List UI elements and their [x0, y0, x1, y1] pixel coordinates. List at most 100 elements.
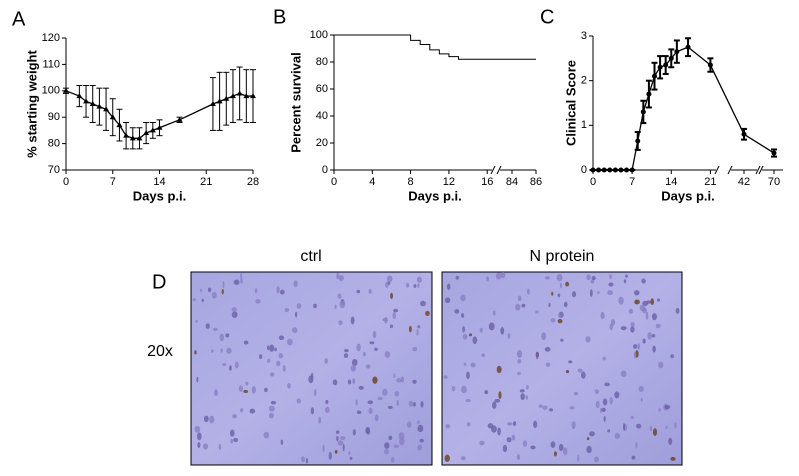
- nucleus: [301, 456, 305, 463]
- nucleus: [350, 316, 355, 325]
- nucleus: [296, 303, 302, 309]
- nucleus: [374, 347, 378, 351]
- panel-label: D: [152, 271, 166, 293]
- nucleus: [332, 379, 338, 386]
- x-tick-label: 12: [443, 176, 455, 188]
- panel-label: C: [540, 6, 554, 28]
- nucleus: [600, 311, 605, 320]
- nucleus: [492, 310, 496, 316]
- nucleus: [658, 361, 664, 369]
- nucleus: [462, 333, 468, 340]
- nucleus: [351, 358, 358, 367]
- row-label: 20x: [147, 343, 173, 360]
- nucleus: [284, 307, 290, 313]
- nucleus: [649, 425, 653, 432]
- nucleus: [526, 385, 529, 390]
- y-tick-label: 90: [48, 111, 60, 123]
- point: [143, 130, 150, 136]
- nucleus: [479, 440, 485, 446]
- nucleus: [655, 323, 661, 329]
- nucleus: [231, 311, 238, 318]
- point: [89, 101, 96, 106]
- nucleus: [369, 341, 375, 345]
- point: [618, 167, 624, 173]
- nucleus: [506, 437, 512, 443]
- point: [83, 98, 90, 104]
- nucleus: [417, 444, 423, 451]
- nucleus: [367, 400, 374, 405]
- nucleus: [269, 372, 275, 377]
- nucleus: [571, 291, 577, 298]
- nucleus: [229, 365, 232, 371]
- nucleus: [603, 415, 606, 422]
- point: [668, 55, 674, 61]
- point: [103, 106, 110, 112]
- nucleus: [420, 400, 424, 408]
- nucleus: [634, 299, 640, 305]
- nucleus: [642, 338, 646, 344]
- nucleus: [313, 303, 317, 309]
- nucleus: [466, 371, 470, 380]
- nucleus: [254, 288, 258, 294]
- nucleus: [533, 420, 538, 429]
- nucleus: [614, 432, 621, 439]
- nucleus: [650, 298, 655, 305]
- y-tick-label: 120: [42, 32, 60, 44]
- nucleus: [230, 438, 233, 444]
- nucleus: [276, 286, 280, 294]
- point: [601, 167, 607, 173]
- nucleus: [664, 405, 671, 410]
- y-axis-label: Percent survival: [288, 52, 303, 152]
- nucleus: [513, 421, 517, 426]
- x-tick-label: 0: [63, 176, 69, 188]
- nucleus: [652, 428, 658, 436]
- nucleus: [255, 299, 261, 304]
- nucleus: [388, 435, 393, 441]
- nucleus: [585, 336, 591, 343]
- nucleus: [368, 288, 372, 294]
- panel-label: B: [273, 6, 286, 28]
- nucleus: [623, 422, 626, 431]
- nucleus: [365, 364, 371, 369]
- point: [229, 93, 236, 99]
- nucleus: [563, 301, 568, 308]
- image-title: N protein: [530, 248, 595, 265]
- nucleus: [565, 281, 570, 287]
- nucleus: [338, 275, 344, 281]
- nucleus: [240, 272, 243, 280]
- nucleus: [544, 346, 551, 352]
- nucleus: [515, 304, 521, 311]
- histology-image: [441, 271, 683, 466]
- nucleus: [400, 376, 405, 383]
- y-tick-label: 40: [316, 110, 328, 122]
- nucleus: [553, 451, 557, 457]
- point: [149, 127, 156, 133]
- nucleus: [393, 373, 396, 378]
- nucleus: [560, 338, 564, 342]
- nucleus: [282, 365, 286, 372]
- nucleus: [390, 292, 394, 300]
- nucleus: [425, 310, 430, 316]
- nucleus: [296, 398, 301, 404]
- nucleus: [259, 354, 263, 360]
- nucleus: [538, 404, 543, 408]
- axis-break: [490, 165, 496, 175]
- nucleus: [647, 332, 652, 340]
- nucleus: [557, 318, 563, 324]
- nucleus: [563, 447, 568, 456]
- nucleus: [630, 415, 634, 420]
- nucleus: [530, 445, 536, 450]
- point: [209, 101, 216, 106]
- nucleus: [631, 455, 636, 460]
- nucleus: [594, 389, 600, 394]
- nucleus: [481, 353, 486, 358]
- axis-break: [727, 165, 733, 175]
- point: [243, 93, 250, 99]
- nucleus: [366, 427, 371, 435]
- nucleus: [568, 360, 573, 364]
- nucleus: [249, 408, 256, 414]
- x-tick-label: 14: [665, 176, 677, 188]
- x-tick-label: 86: [530, 176, 542, 188]
- nucleus: [389, 324, 394, 329]
- x-tick-label: 70: [768, 176, 780, 188]
